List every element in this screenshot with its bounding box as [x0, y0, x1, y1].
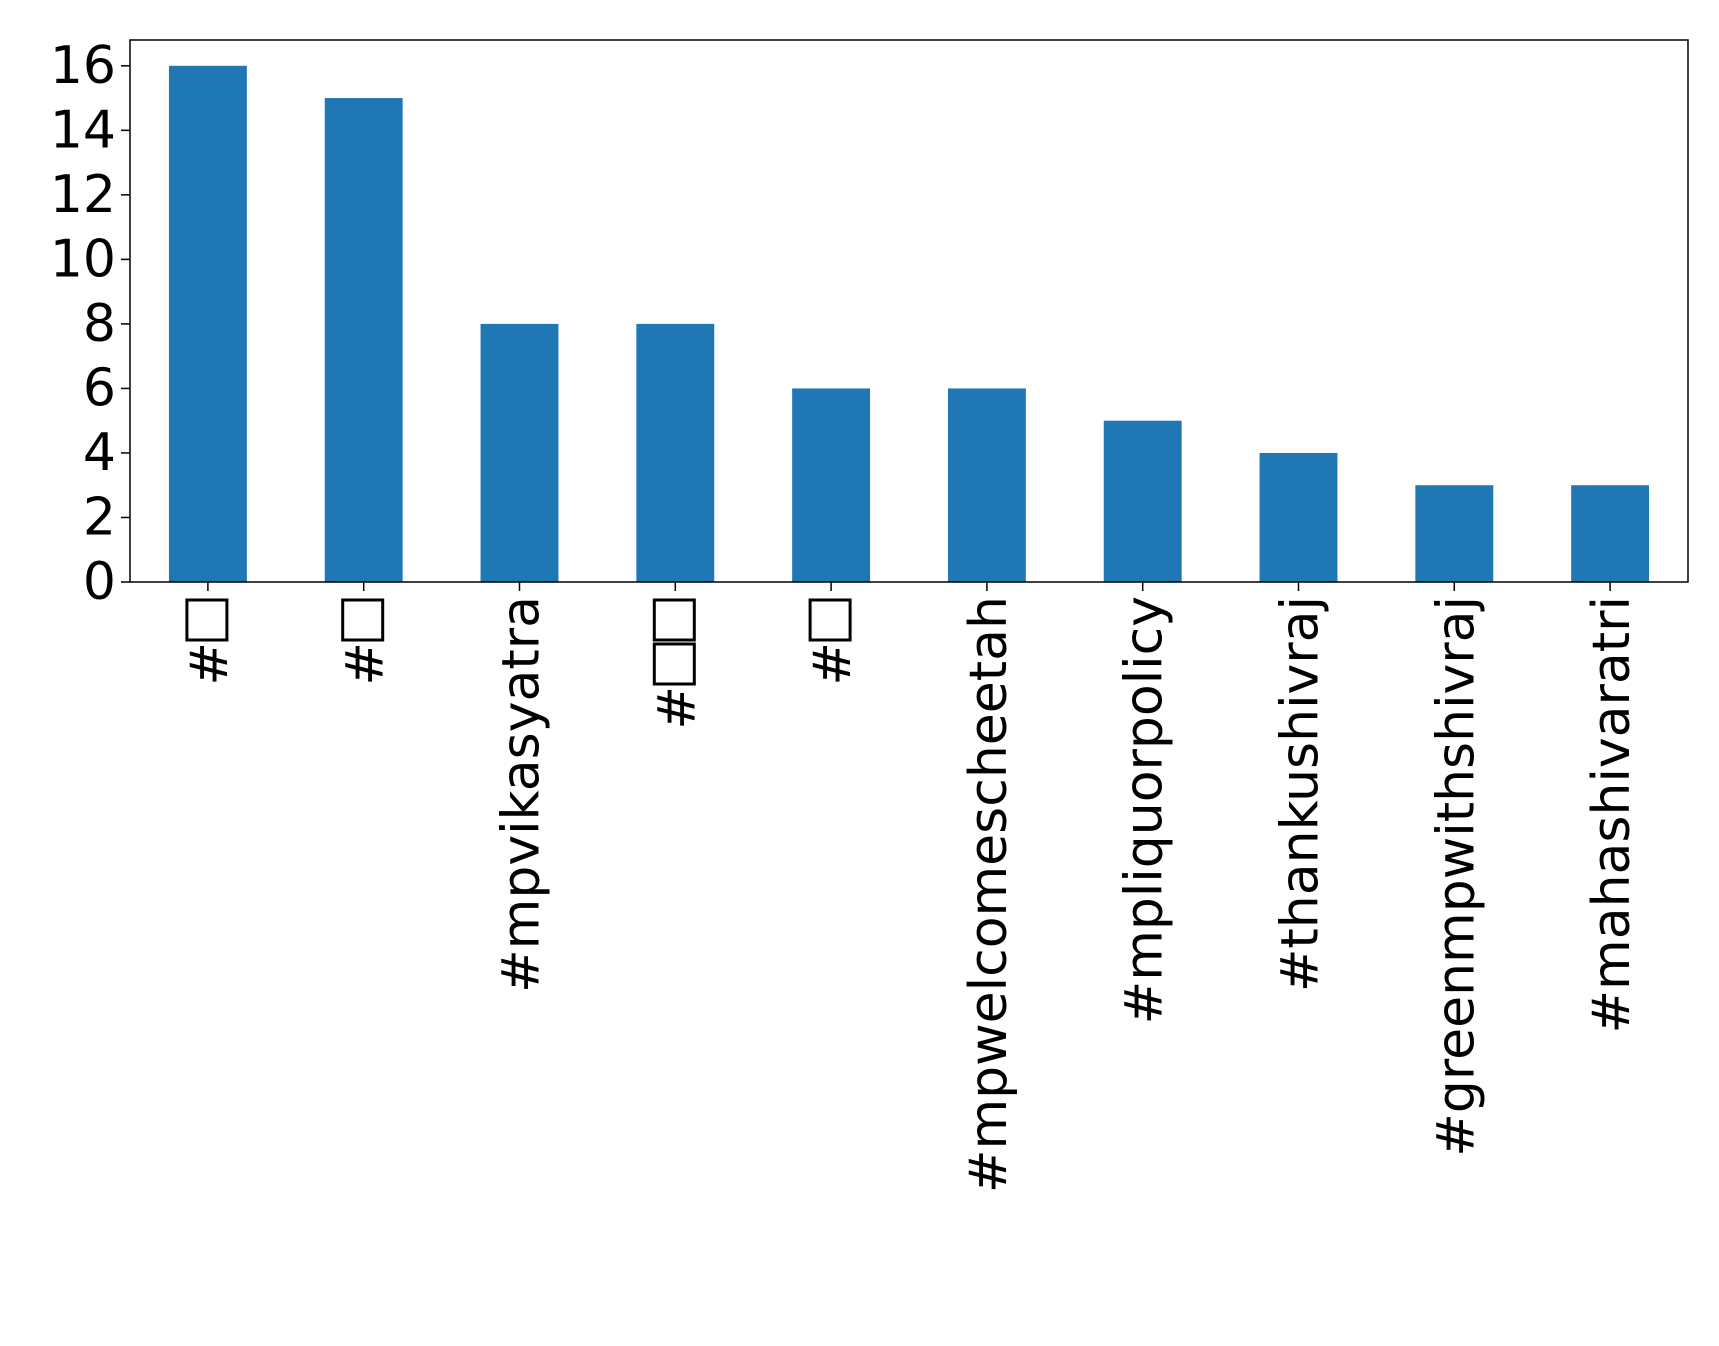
x-tick-label: #mahashivaratri — [1582, 596, 1642, 1034]
bars-group — [168, 65, 1650, 583]
category-label: # — [803, 642, 863, 686]
category-label: #thankushivraj — [1271, 596, 1331, 992]
x-tick-label: #mpwelcomescheetah — [959, 596, 1019, 1193]
category-label: #mpliquorpolicy — [1115, 596, 1175, 1024]
missing-glyph-box — [652, 642, 696, 686]
y-tick-label: 6 — [83, 358, 116, 418]
category-label: # — [180, 642, 240, 686]
x-tick-label: #mpvikasyatra — [492, 596, 552, 993]
x-tick-label: #thankushivraj — [1271, 596, 1331, 992]
y-tick-label: 12 — [50, 165, 116, 225]
x-tick-label: # — [180, 598, 240, 686]
bar — [947, 388, 1026, 582]
missing-glyph-box — [652, 598, 696, 642]
bar — [480, 323, 559, 582]
x-tick-label: # — [647, 598, 707, 730]
bar — [324, 98, 403, 583]
x-tick-label: # — [336, 598, 396, 686]
x-tick-label: #mpliquorpolicy — [1115, 596, 1175, 1024]
category-label: #mahashivaratri — [1582, 596, 1642, 1034]
x-tick-label: # — [803, 598, 863, 686]
category-label: #mpwelcomescheetah — [959, 596, 1019, 1193]
y-tick-label: 0 — [83, 552, 116, 612]
category-label: #greenmpwithshivraj — [1426, 596, 1486, 1157]
category-label: #mpvikasyatra — [492, 596, 552, 993]
plot-frame — [129, 39, 1689, 583]
category-label: # — [647, 686, 707, 730]
y-tick-label: 14 — [50, 100, 116, 160]
bar — [1103, 420, 1182, 582]
y-tick-label: 10 — [50, 229, 116, 289]
y-tick-label: 2 — [83, 487, 116, 547]
bar — [1571, 485, 1650, 582]
bar — [168, 65, 247, 583]
bar — [636, 323, 715, 582]
bar — [1259, 452, 1338, 582]
missing-glyph-box — [341, 598, 385, 642]
missing-glyph-box — [185, 598, 229, 642]
bar — [1415, 485, 1494, 582]
x-tick-label: #greenmpwithshivraj — [1426, 596, 1486, 1157]
missing-glyph-box — [808, 598, 852, 642]
bar — [792, 388, 871, 582]
x-axis: # # #mpvikasyatra # # #mpwelcomescheetah #mpli… — [180, 582, 1642, 1193]
y-tick-label: 8 — [83, 294, 116, 354]
y-tick-label: 16 — [50, 36, 116, 96]
y-tick-label: 4 — [83, 423, 116, 483]
category-label: # — [336, 642, 396, 686]
